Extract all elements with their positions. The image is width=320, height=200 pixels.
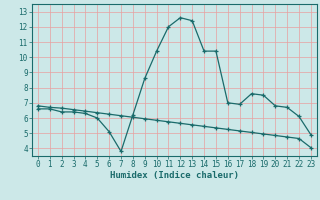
X-axis label: Humidex (Indice chaleur): Humidex (Indice chaleur)	[110, 171, 239, 180]
